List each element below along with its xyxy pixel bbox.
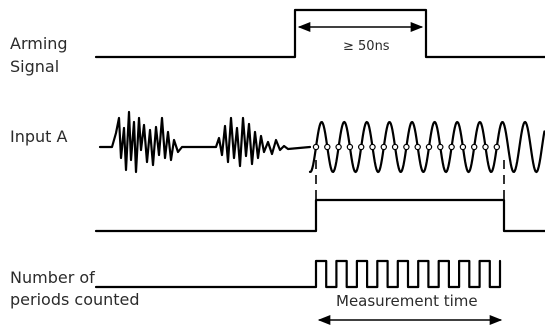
zero-crossing-marker xyxy=(391,143,399,151)
zero-crossing-marker xyxy=(414,143,421,151)
arming-signal-trace xyxy=(94,8,545,59)
zero-crossing-marker xyxy=(437,143,444,151)
zero-crossing-marker xyxy=(380,143,387,151)
zero-crossing-marker xyxy=(312,143,320,151)
zero-crossing-marker xyxy=(335,143,342,151)
zero-crossing-marker xyxy=(425,143,433,151)
arming-signal-label-line2: Signal xyxy=(10,57,59,76)
input-a-noise-trace xyxy=(98,110,312,174)
periods-counted-label-line2: periods counted xyxy=(10,290,140,309)
zero-crossing-marker xyxy=(459,143,467,151)
zero-crossing-marker xyxy=(324,143,331,151)
input-a-sine-trace xyxy=(308,120,545,174)
zero-crossing-markers xyxy=(312,143,500,151)
pulse-width-label: ≥ 50ns xyxy=(343,39,390,54)
gate-signal-trace xyxy=(94,198,545,233)
zero-crossing-marker xyxy=(358,143,365,151)
zero-crossing-marker xyxy=(403,143,410,151)
periods-counted-label: Number of xyxy=(10,268,95,287)
zero-crossing-marker xyxy=(448,143,455,151)
zero-crossing-marker xyxy=(471,143,478,151)
zero-crossing-marker xyxy=(346,143,354,151)
zero-crossing-marker xyxy=(493,143,500,151)
zero-crossing-marker xyxy=(369,143,376,151)
arming-signal-label: Arming xyxy=(10,34,68,53)
measurement-time-label-bg xyxy=(333,292,499,310)
measurement-time-label: Measurement time xyxy=(336,292,478,310)
input-a-label: Input A xyxy=(10,127,68,146)
periods-counted-trace xyxy=(94,259,502,289)
zero-crossing-marker xyxy=(482,143,489,151)
